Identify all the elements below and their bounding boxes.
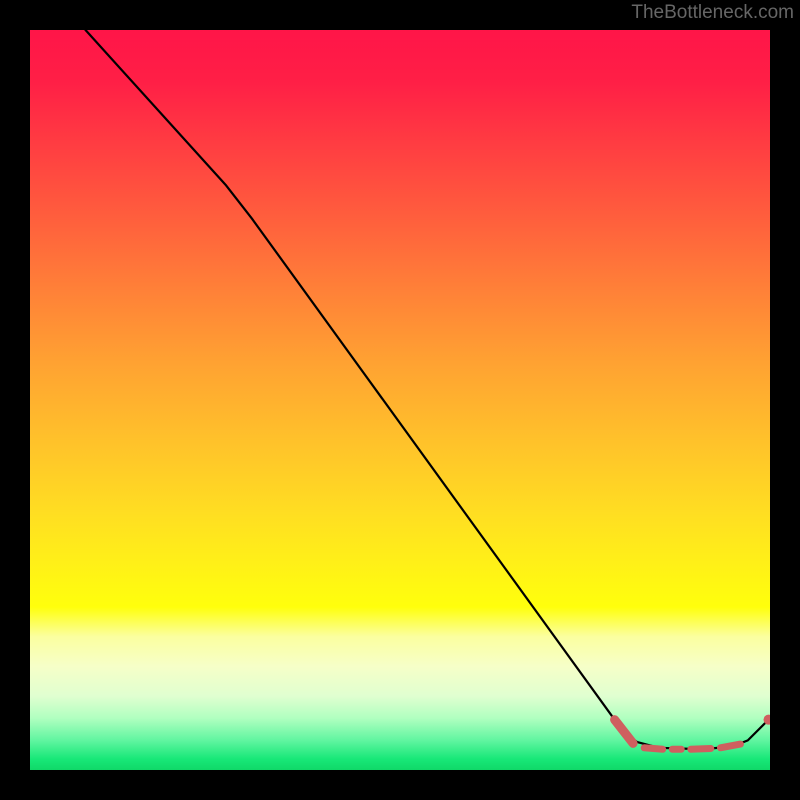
attribution-text: TheBottleneck.com <box>631 2 794 24</box>
chart-svg <box>30 30 770 770</box>
chart-background <box>30 30 770 770</box>
marker-segment <box>691 749 711 750</box>
marker-segment <box>644 748 663 749</box>
chart-plot-area <box>30 30 770 770</box>
marker-segment <box>720 744 740 748</box>
